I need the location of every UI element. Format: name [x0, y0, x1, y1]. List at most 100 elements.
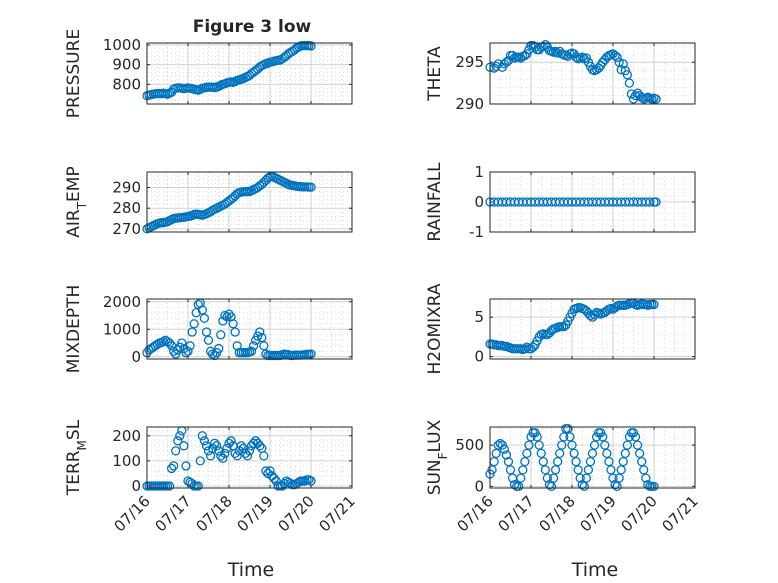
- y-axis-label: SUNFLUX: [425, 419, 450, 495]
- data-point: [238, 443, 249, 453]
- data-point: [207, 349, 218, 359]
- data-point: [509, 480, 520, 490]
- y-axis-label-main: MIXDEPTH: [64, 285, 84, 374]
- data-point: [632, 440, 643, 450]
- data-point: [222, 443, 232, 453]
- panel-h2omixra: 0 5 H2OMIXRA: [425, 283, 696, 375]
- data-point: [168, 346, 179, 356]
- data-point: [244, 446, 255, 456]
- data-point: [191, 308, 201, 318]
- data-point: [553, 48, 563, 58]
- data-point: [255, 441, 265, 451]
- x-tick-label: 07/17: [495, 492, 538, 535]
- data-point: [216, 330, 226, 340]
- data-point: [236, 441, 246, 451]
- y-axis-label-main: PRESSURE: [64, 29, 84, 118]
- y-axis-label-main: RAINFALL: [425, 162, 445, 242]
- data-point: [501, 450, 512, 460]
- data-point: [173, 345, 183, 355]
- data-point: [546, 481, 557, 492]
- data-point: [581, 473, 591, 483]
- y-axis-label-main: THETA: [425, 46, 445, 102]
- data-point: [550, 46, 561, 57]
- data-point: [567, 440, 577, 450]
- axes-frame: [489, 298, 696, 360]
- data-point: [610, 50, 620, 61]
- data-point: [518, 465, 528, 475]
- data-point: [195, 456, 205, 466]
- data-point: [622, 70, 632, 80]
- data-point: [226, 436, 236, 446]
- data-point: [550, 465, 561, 475]
- axes-frame: [146, 171, 353, 233]
- data-point: [248, 341, 259, 351]
- y-tick-label: -1: [469, 223, 484, 241]
- y-tick-label: 280: [112, 199, 141, 217]
- data-point: [649, 481, 659, 492]
- data-point: [304, 475, 314, 485]
- plot-area: [147, 427, 352, 488]
- data-point: [589, 440, 600, 450]
- data-point: [199, 436, 210, 446]
- y-axis-label-main: H2OMIXRA: [425, 283, 445, 374]
- y-tick-label: 0: [131, 348, 141, 366]
- data-point: [166, 463, 177, 474]
- data-point: [197, 431, 208, 441]
- data-point: [306, 41, 316, 51]
- data-point: [522, 448, 532, 459]
- data-point: [173, 436, 183, 446]
- data-point: [622, 440, 632, 450]
- data-point: [499, 444, 510, 454]
- panel-rainfall: -1 0 1 RAINFALL: [425, 162, 696, 242]
- data-point: [620, 448, 630, 459]
- x-tick-label: 07/21: [316, 492, 359, 535]
- y-axis-label-rest: LUX: [425, 419, 445, 452]
- axes-frame: [489, 426, 696, 489]
- data-point: [222, 312, 232, 322]
- x-tick-label: 07/16: [454, 492, 497, 535]
- data-point: [577, 52, 587, 62]
- data-point: [218, 453, 228, 464]
- data-point: [257, 332, 267, 343]
- x-tick-label: 07/21: [659, 492, 702, 535]
- data-point: [181, 348, 191, 358]
- data-point: [522, 342, 532, 352]
- data-point: [183, 346, 193, 356]
- x-axis-label-right: Time: [571, 559, 619, 581]
- data-point: [606, 465, 616, 475]
- y-axis-label-sub: M: [75, 440, 89, 450]
- data-point: [602, 448, 612, 459]
- data-point: [577, 480, 587, 490]
- data-point: [214, 446, 224, 456]
- y-axis-label-rest: SL: [64, 419, 84, 440]
- data-point: [201, 327, 212, 337]
- data-point: [538, 41, 548, 51]
- data-point: [199, 313, 210, 323]
- data-point: [618, 59, 628, 69]
- data-point: [544, 480, 555, 490]
- data-point: [177, 338, 187, 348]
- data-point: [600, 440, 610, 450]
- data-point: [505, 465, 516, 475]
- data-point: [579, 481, 589, 492]
- data-point: [534, 440, 544, 450]
- x-axis-label-left: Time: [227, 559, 275, 581]
- data-point: [651, 197, 661, 207]
- x-tick-label: 07/19: [577, 492, 620, 535]
- x-tick-label: 07/16: [111, 492, 154, 535]
- data-point: [171, 446, 181, 456]
- data-point: [616, 465, 626, 475]
- data-point: [158, 337, 169, 347]
- figure-title: Figure 3 low: [193, 17, 312, 37]
- data-point: [242, 451, 253, 461]
- axes-frame: [489, 42, 696, 105]
- data-point: [491, 448, 501, 459]
- y-tick-label: 5: [474, 308, 484, 326]
- y-axis-label-rest: EMP: [64, 166, 84, 202]
- data-point: [230, 76, 240, 87]
- data-point: [265, 466, 275, 476]
- data-point: [164, 481, 175, 491]
- y-tick-label: 295: [455, 53, 484, 71]
